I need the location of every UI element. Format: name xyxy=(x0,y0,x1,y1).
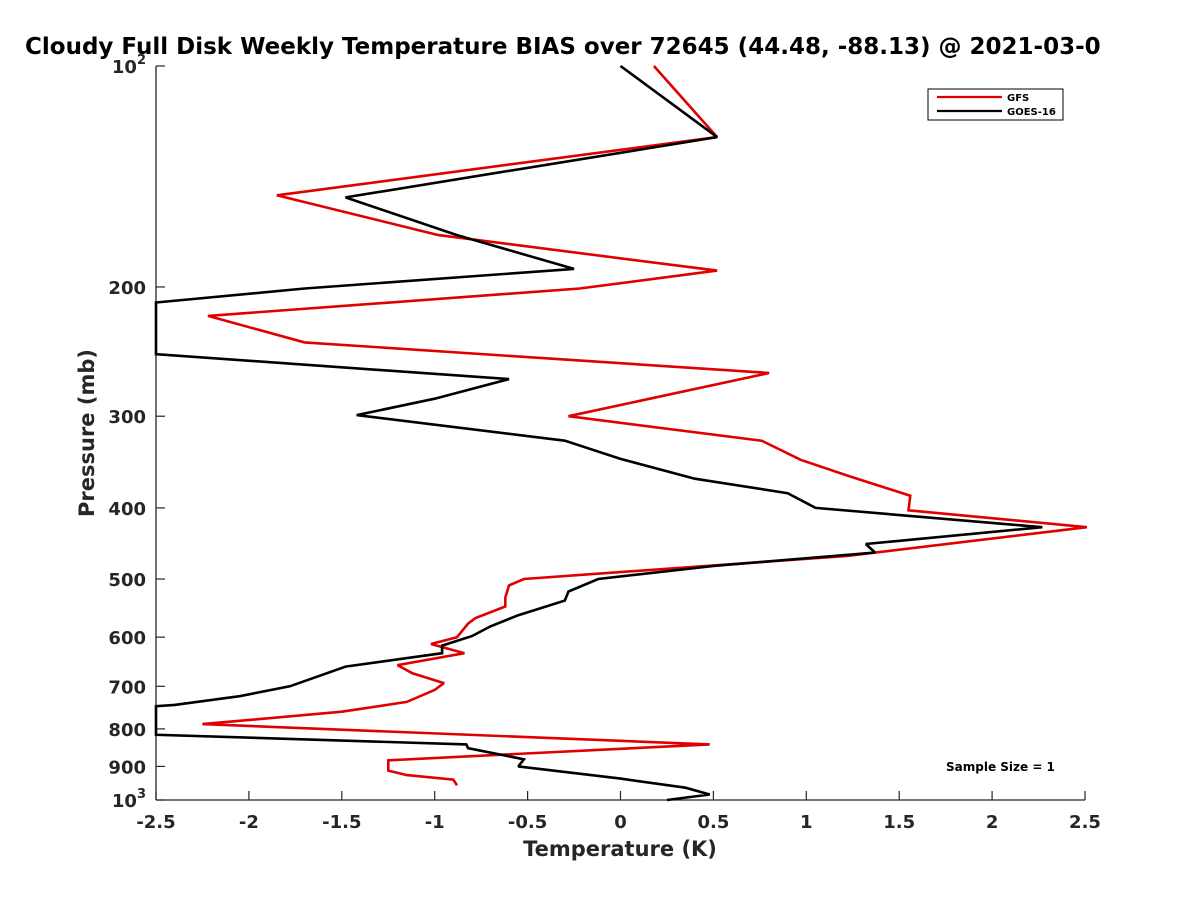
x-tick-label: -2.5 xyxy=(136,812,175,833)
legend-label-goes16: GOES-16 xyxy=(1007,107,1056,118)
x-tick-label: 1 xyxy=(800,812,813,833)
x-tick-label: 0 xyxy=(614,812,627,833)
series-lines xyxy=(154,64,1088,802)
x-tick-label: -2 xyxy=(239,812,259,833)
y-tick-label: 600 xyxy=(108,628,146,649)
legend-box xyxy=(927,88,1064,121)
x-tick-label: -1.5 xyxy=(322,812,361,833)
y-tick-label: 200 xyxy=(108,278,146,299)
y-tick-label: 300 xyxy=(108,407,146,428)
y-tick-label: 400 xyxy=(108,499,146,520)
x-tick-label: 2.5 xyxy=(1069,812,1101,833)
y-tick-label: 102 xyxy=(112,53,146,78)
y-tick-label: 500 xyxy=(108,570,146,591)
legend: GFS GOES-16 xyxy=(927,88,1064,121)
legend-label-gfs: GFS xyxy=(1007,93,1029,104)
x-tick-label: -1 xyxy=(425,812,445,833)
series-line-goes-16 xyxy=(154,64,1043,802)
x-tick-label: 2 xyxy=(986,812,999,833)
y-tick-label: 900 xyxy=(108,757,146,778)
plot-area: -2.5 -2 -1.5 -1 -0.5 0 0.5 1 1.5 2 2.5 102 200 300 40… xyxy=(108,53,1101,833)
x-tick-label: 0.5 xyxy=(697,812,729,833)
x-tick-label: -0.5 xyxy=(508,812,547,833)
y-tick-label: 103 xyxy=(112,787,146,812)
chart-title: Cloudy Full Disk Weekly Temperature BIAS… xyxy=(25,34,1101,60)
y-axis-ticks: 102 200 300 400 500 600 700 800 900 103 xyxy=(108,53,165,812)
y-tick-label: 700 xyxy=(108,677,146,698)
x-tick-label: 1.5 xyxy=(883,812,915,833)
x-axis-ticks: -2.5 -2 -1.5 -1 -0.5 0 0.5 1 1.5 2 2.5 xyxy=(136,791,1101,833)
series-line-gfs xyxy=(202,65,1088,787)
y-axis-label: Pressure (mb) xyxy=(75,349,99,517)
x-axis-label: Temperature (K) xyxy=(523,837,717,861)
sample-size-annotation: Sample Size = 1 xyxy=(946,760,1055,774)
y-tick-label: 800 xyxy=(108,720,146,741)
